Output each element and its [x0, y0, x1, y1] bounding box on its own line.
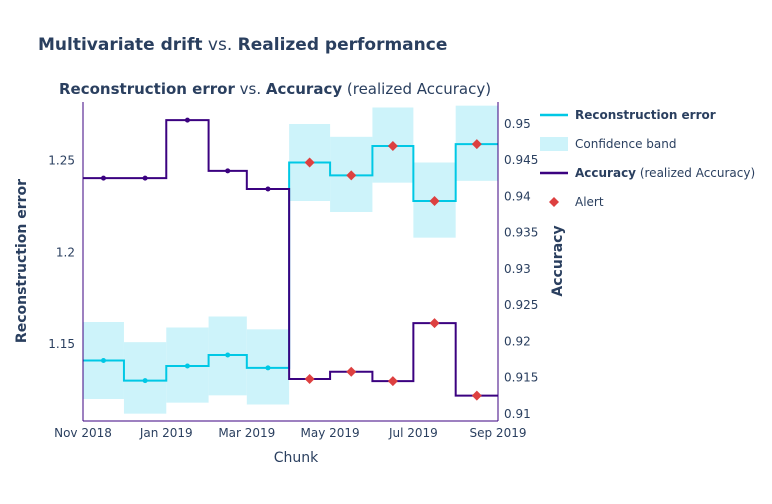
recon-point — [100, 358, 106, 363]
legend-label: Reconstruction error — [575, 108, 716, 122]
recon-point — [225, 352, 231, 358]
legend-band-swatch — [540, 137, 568, 151]
y-right-tick-label: 0.925 — [504, 298, 538, 312]
accuracy-point — [265, 186, 271, 192]
recon-alert-marker — [429, 196, 440, 206]
y-right-tick-label: 0.935 — [504, 226, 538, 240]
accuracy-alert-marker — [429, 318, 440, 329]
figure-title-part1: Multivariate drift — [38, 35, 203, 55]
legend-label-bold: Reconstruction error — [575, 108, 716, 122]
x-axis-title: Chunk — [274, 450, 319, 466]
accuracy-alert-marker — [304, 373, 315, 384]
recon-alert-marker — [387, 141, 398, 151]
legend-item[interactable]: Reconstruction error — [540, 108, 716, 122]
subplot-title-part2: vs. — [235, 80, 266, 98]
accuracy-point — [225, 168, 231, 174]
subplot-title-part3: Accuracy — [266, 80, 342, 98]
y-right-axis-title: Accuracy — [550, 225, 566, 296]
recon-alert-marker — [346, 170, 357, 181]
accuracy-point — [100, 175, 106, 181]
legend-label-rest: Alert — [575, 195, 604, 209]
y-right-tick-label: 0.915 — [504, 371, 538, 385]
y-right-tick-label: 0.945 — [504, 153, 538, 167]
legend-diamond-swatch — [549, 197, 559, 207]
subplot-title: Reconstruction error vs. Accuracy (reali… — [59, 80, 491, 98]
y-right-tick-label: 0.92 — [504, 334, 531, 348]
legend-label-rest: (realized Accuracy) — [636, 166, 755, 180]
accuracy-alert-marker — [346, 366, 357, 377]
y-left-tick-label: 1.25 — [48, 154, 75, 168]
x-tick-label: Mar 2019 — [218, 426, 275, 440]
subplot-title-part1: Reconstruction error — [59, 80, 235, 98]
y-left-tick-label: 1.2 — [56, 245, 75, 259]
recon-alert-marker — [471, 139, 482, 150]
axes-layer — [82, 102, 499, 422]
accuracy-line-layer — [83, 119, 498, 397]
legend-label: Accuracy (realized Accuracy) — [575, 166, 755, 180]
y-left-tick-label: 1.15 — [48, 337, 75, 351]
accuracy-alert-marker — [471, 390, 482, 401]
marker-layer — [100, 117, 482, 401]
confidence-band-layer — [83, 105, 498, 414]
y-right-tick-label: 0.93 — [504, 262, 531, 276]
x-tick-label: Jul 2019 — [388, 426, 438, 440]
figure-title-part2: vs. — [203, 35, 238, 55]
legend[interactable]: Reconstruction error Confidence band Accur… — [540, 108, 755, 209]
y-right-tick-label: 0.94 — [504, 189, 531, 203]
x-tick-label: Sep 2019 — [470, 426, 527, 440]
recon-point — [184, 363, 190, 369]
recon-point — [265, 365, 271, 371]
y-right-tick-label: 0.91 — [504, 407, 531, 421]
legend-label: Confidence band — [575, 137, 676, 151]
accuracy-point — [142, 175, 148, 181]
confidence-band-segment — [123, 342, 167, 414]
x-tick-label: Jan 2019 — [139, 426, 193, 440]
figure-title-part3: Realized performance — [238, 35, 448, 55]
accuracy-line — [83, 119, 498, 397]
legend-item[interactable]: Accuracy (realized Accuracy) — [540, 166, 755, 180]
legend-label: Alert — [575, 195, 604, 209]
x-tick-label: May 2019 — [301, 426, 360, 440]
y-right-tick-label: 0.95 — [504, 117, 531, 131]
figure-title: Multivariate drift vs. Realized performa… — [38, 35, 447, 55]
accuracy-alert-marker — [387, 376, 398, 387]
legend-item[interactable]: Alert — [549, 195, 604, 209]
legend-label-rest: Confidence band — [575, 137, 676, 151]
recon-point — [142, 378, 148, 384]
recon-alert-marker — [304, 157, 315, 168]
y-left-axis-title: Reconstruction error — [14, 179, 30, 343]
x-tick-label: Nov 2018 — [54, 426, 112, 440]
legend-label-bold: Accuracy — [575, 166, 636, 180]
accuracy-point — [184, 117, 190, 123]
legend-item[interactable]: Confidence band — [540, 137, 676, 151]
tick-label-layer: Nov 2018 Jan 2019 Mar 2019 May 2019 Jul 2019… — [48, 117, 538, 440]
subplot-title-part4: (realized Accuracy) — [342, 80, 491, 98]
